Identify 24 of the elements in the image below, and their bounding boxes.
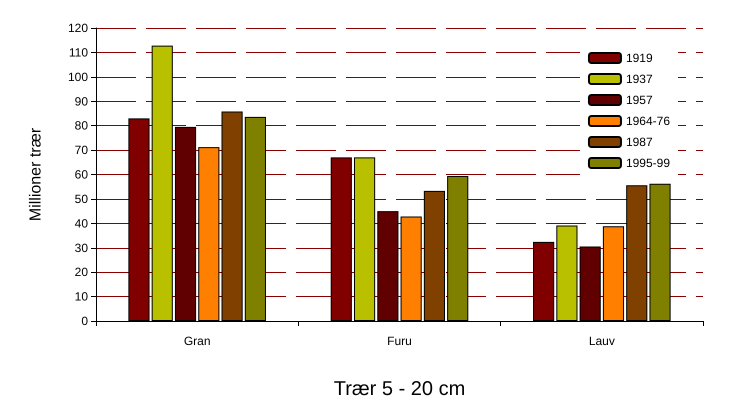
x-axis-title: Trær 5 - 20 cm — [334, 378, 466, 400]
y-tick-label: 70 — [74, 143, 88, 158]
y-tick-label: 80 — [74, 118, 88, 133]
y-tick-label: 10 — [74, 290, 88, 304]
y-tick-label: 60 — [74, 168, 88, 182]
x-tick-label: Furu — [387, 334, 412, 348]
legend-label: 1995-99 — [626, 156, 670, 170]
y-tick-label: 0 — [81, 314, 88, 328]
legend-label: 1957 — [626, 93, 653, 107]
x-tick-label: Gran — [184, 334, 211, 348]
y-tick-label: 40 — [74, 216, 88, 230]
y-tick-label: 110 — [68, 45, 88, 60]
y-tick-label: 20 — [74, 265, 88, 280]
legend-label: 1919 — [626, 51, 653, 65]
y-axis-title: Millioner trær — [28, 127, 44, 222]
y-tick-label: 50 — [74, 192, 88, 206]
y-tick-label: 90 — [74, 94, 88, 108]
y-tick-label: 100 — [68, 70, 88, 84]
legend-label: 1987 — [626, 135, 653, 149]
legend-label: 1937 — [626, 72, 653, 86]
y-tick-label: 120 — [68, 21, 88, 35]
x-tick-label: Lauv — [588, 334, 615, 348]
legend-label: 1964-76 — [626, 114, 670, 128]
y-tick-label: 30 — [74, 240, 88, 255]
